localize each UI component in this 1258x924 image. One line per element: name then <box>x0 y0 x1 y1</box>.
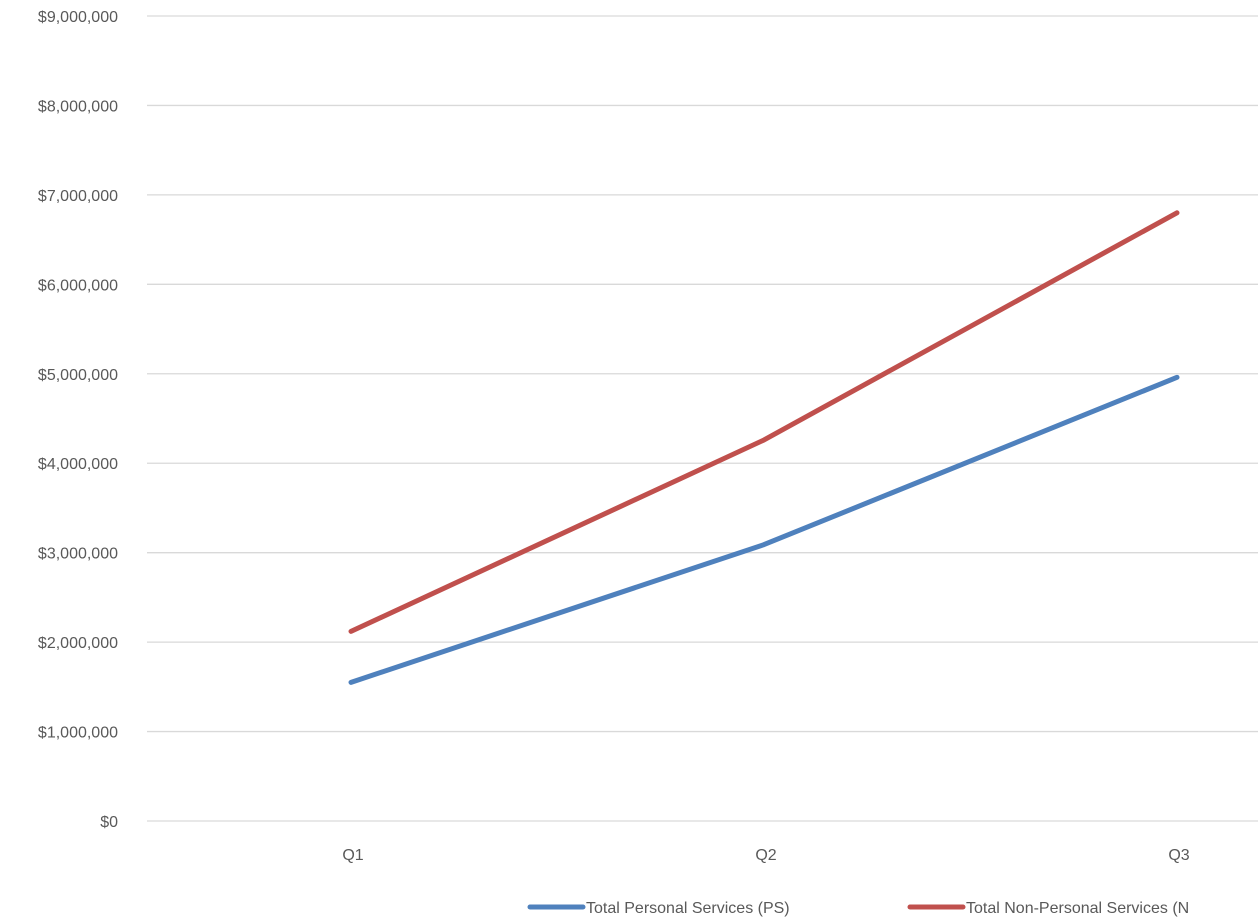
y-tick-label: $9,000,000 <box>38 9 118 26</box>
y-tick-label: $4,000,000 <box>38 456 118 473</box>
x-tick-label: Q3 <box>1168 847 1189 864</box>
legend-label-ps: Total Personal Services (PS) <box>586 900 790 917</box>
y-axis-tick-labels: $0 $1,000,000 $2,000,000 $3,000,000 $4,000,0… <box>38 9 118 831</box>
x-tick-label: Q1 <box>342 847 363 864</box>
y-tick-label: $7,000,000 <box>38 188 118 205</box>
y-tick-label: $5,000,000 <box>38 367 118 384</box>
y-tick-label: $8,000,000 <box>38 98 118 115</box>
gridlines <box>147 15 1258 822</box>
y-tick-label: $2,000,000 <box>38 635 118 652</box>
y-tick-label: $3,000,000 <box>38 546 118 563</box>
series-line-nps <box>348 210 1180 634</box>
legend: Total Personal Services (PS) Total Non-P… <box>527 900 1189 917</box>
y-tick-label: $0 <box>100 814 118 831</box>
legend-label-nps: Total Non-Personal Services (N <box>966 900 1189 917</box>
series-lines <box>348 210 1180 685</box>
x-tick-label: Q2 <box>755 847 776 864</box>
x-axis-tick-labels: Q1 Q2 Q3 <box>342 847 1189 864</box>
y-tick-label: $1,000,000 <box>38 725 118 742</box>
y-tick-label: $6,000,000 <box>38 277 118 294</box>
series-line-ps <box>348 374 1180 685</box>
